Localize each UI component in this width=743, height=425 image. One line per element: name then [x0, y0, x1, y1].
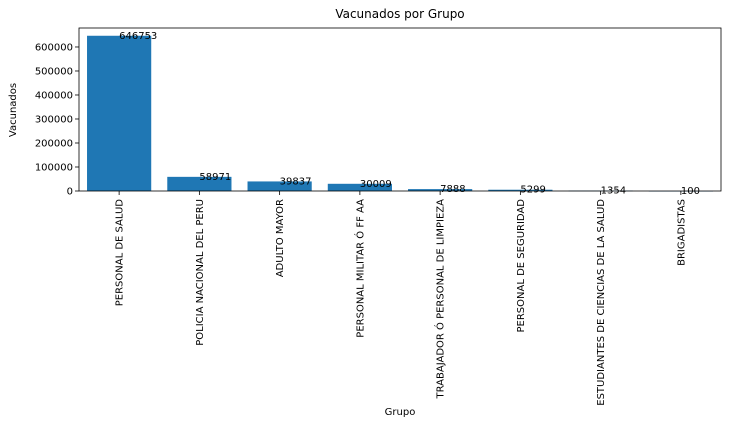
y-tick-label: 200000 — [35, 138, 73, 149]
x-tick-label: PERSONAL MILITAR Ó FF AA — [353, 199, 366, 338]
x-tick-label: ADULTO MAYOR — [275, 199, 286, 277]
bar — [488, 189, 553, 191]
chart-title: Vacunados por Grupo — [335, 7, 464, 21]
y-tick-label: 100000 — [35, 162, 73, 173]
bar-value-label: 100 — [681, 186, 700, 197]
bar — [167, 176, 232, 191]
y-tick-label: 0 — [67, 187, 73, 198]
y-tick-label: 400000 — [35, 90, 73, 101]
bar-value-label: 7888 — [440, 184, 465, 195]
y-axis: 0 100000 200000 300000 400000 500000 600000 — [35, 42, 79, 198]
y-axis-label: Vacunados — [8, 83, 19, 137]
bar-value-label: 30009 — [360, 179, 392, 190]
bar — [247, 181, 312, 191]
plot-frame — [78, 27, 722, 192]
y-tick-label: 500000 — [35, 66, 73, 77]
bar-value-label: 646753 — [119, 31, 157, 42]
bar-value-label: 58971 — [199, 172, 231, 183]
bar — [87, 35, 152, 192]
bar-value-label: 5299 — [520, 185, 545, 196]
x-tick-label: ESTUDIANTES DE CIENCIAS DE LA SALUD — [596, 199, 607, 406]
x-axis: PERSONAL DE SALUD POLICIA NACIONAL DEL PE… — [115, 191, 687, 406]
bar — [327, 183, 392, 191]
x-tick-label: BRIGADISTAS — [676, 199, 687, 266]
bar-value-label: 39837 — [280, 176, 312, 187]
x-tick-label: PERSONAL DE SALUD — [115, 199, 126, 307]
bar — [408, 189, 473, 191]
x-axis-label: Grupo — [385, 407, 416, 418]
x-tick-label: PERSONAL DE SEGURIDAD — [516, 199, 527, 333]
y-tick-label: 300000 — [35, 114, 73, 125]
y-tick-label: 600000 — [35, 42, 73, 53]
x-tick-label: TRABAJADOR Ó PERSONAL DE LIMPIEZA — [434, 199, 447, 400]
x-tick-label: POLICIA NACIONAL DEL PERU — [195, 199, 206, 346]
